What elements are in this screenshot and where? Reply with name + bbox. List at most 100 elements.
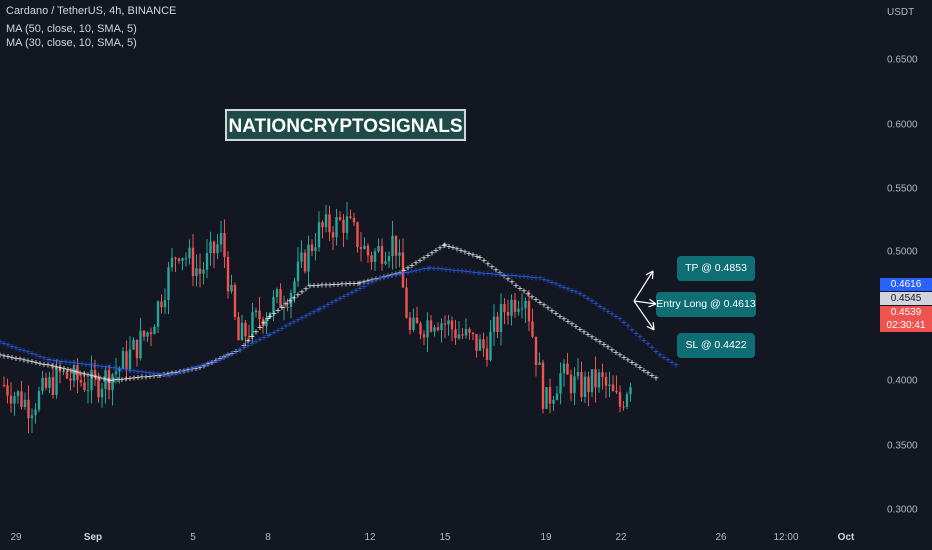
- ma50-point: +: [115, 364, 122, 373]
- ma30-legend[interactable]: MA (30, close, 10, SMA, 5): [6, 37, 137, 49]
- ma50-point: +: [225, 351, 232, 360]
- ma30-point: +: [279, 303, 286, 312]
- ma50-point: +: [139, 367, 146, 376]
- ma30-point: +: [81, 369, 88, 378]
- ma50-point: +: [229, 349, 236, 358]
- ma30-point: +: [401, 266, 408, 275]
- candle-body: [9, 395, 13, 404]
- ma30-point: +: [331, 280, 338, 289]
- ma50-point: +: [585, 294, 592, 303]
- ma30-point: +: [265, 314, 272, 323]
- candle-body: [429, 320, 433, 332]
- tp-callout: TP @ 0.4853: [677, 256, 755, 281]
- ma50-point: +: [447, 265, 454, 274]
- ma30-point: +: [421, 253, 428, 262]
- ma50-point: +: [409, 267, 416, 276]
- ma50-point: +: [509, 271, 516, 280]
- candle-body: [216, 244, 219, 254]
- candle-body: [13, 396, 16, 404]
- ma50-point: +: [365, 280, 372, 289]
- ma50-point: +: [641, 336, 648, 345]
- ma30-point: +: [115, 375, 122, 384]
- ma30-point: +: [625, 356, 632, 365]
- x-tick-label: Sep: [83, 532, 103, 543]
- candle-body: [286, 306, 289, 308]
- candle-body: [349, 216, 352, 218]
- candle-body: [629, 387, 632, 395]
- candle-body: [79, 380, 83, 383]
- ma50-legend[interactable]: MA (50, close, 10, SMA, 5): [6, 23, 137, 35]
- ma50-point: +: [605, 307, 612, 316]
- ma30-point: +: [271, 309, 278, 318]
- ma50-point: +: [111, 364, 118, 373]
- ma50-point: +: [581, 292, 588, 301]
- candle-body: [527, 301, 531, 322]
- ma50-point: +: [257, 335, 264, 344]
- ma30-point: +: [493, 265, 500, 274]
- ma50-point: +: [217, 356, 224, 365]
- candle-body: [513, 299, 517, 312]
- candle-body: [65, 371, 69, 379]
- ma30-point: +: [283, 300, 290, 309]
- candle-body: [100, 388, 104, 398]
- ma50-point: +: [207, 359, 214, 368]
- candle-body: [62, 371, 65, 373]
- candle-body: [604, 376, 608, 386]
- candle-body: [485, 348, 489, 361]
- ma30-point: +: [347, 279, 354, 288]
- ma30-point: +: [135, 373, 142, 382]
- ma50-point: +: [617, 315, 624, 324]
- ma30-point: +: [257, 323, 264, 332]
- ma30-point: +: [93, 372, 100, 381]
- ma30-point: +: [229, 349, 236, 358]
- candle-body: [531, 321, 534, 337]
- ma30-point: +: [505, 275, 512, 284]
- ma30-point: +: [389, 271, 396, 280]
- ma50-point: +: [163, 370, 170, 379]
- ma50-point: +: [199, 361, 206, 370]
- ma50-point: +: [283, 322, 290, 331]
- ma50-point: +: [431, 264, 438, 273]
- ma50-point: +: [253, 337, 260, 346]
- ma50-point: +: [377, 274, 384, 283]
- candle-body: [219, 233, 223, 245]
- candle-body: [83, 382, 86, 391]
- ma50-point: +: [601, 304, 608, 313]
- candle-body: [125, 351, 128, 370]
- ma30-point: +: [397, 268, 404, 277]
- candle-body: [394, 235, 398, 256]
- candle-body: [461, 334, 464, 336]
- candle-body: [58, 366, 62, 372]
- ma30-point: +: [593, 335, 600, 344]
- ma30-point: +: [470, 251, 477, 260]
- candle-body: [149, 332, 153, 335]
- ma30-point: +: [323, 280, 330, 289]
- candle-body: [160, 301, 163, 308]
- ma50-point: +: [589, 297, 596, 306]
- ma50-point: +: [151, 369, 158, 378]
- ma50-point: +: [211, 357, 218, 366]
- ma30-point: +: [477, 253, 484, 262]
- candle-body: [552, 399, 555, 404]
- ma30-point: +: [139, 373, 146, 382]
- ma30-price-label: 0.4545: [880, 292, 932, 305]
- candle-body: [97, 377, 100, 398]
- candle-body: [209, 241, 212, 254]
- ma30-point: +: [89, 371, 96, 380]
- symbol-title[interactable]: Cardano / TetherUS, 4h, BINANCE: [6, 5, 177, 17]
- candle-body: [275, 289, 279, 298]
- ma50-point: +: [467, 267, 474, 276]
- ma50-point: +: [143, 368, 150, 377]
- tp-arrow-head: [651, 270, 654, 280]
- candle-body: [363, 245, 366, 249]
- candle-body: [471, 332, 475, 335]
- candle-body: [457, 334, 461, 339]
- candle-body: [503, 304, 506, 312]
- candle-body: [450, 320, 454, 330]
- ma50-point: +: [337, 294, 344, 303]
- ma50-point: +: [59, 357, 66, 366]
- x-tick-label: 15: [439, 532, 451, 543]
- ma30-point: +: [13, 354, 20, 363]
- ma50-point: +: [369, 278, 376, 287]
